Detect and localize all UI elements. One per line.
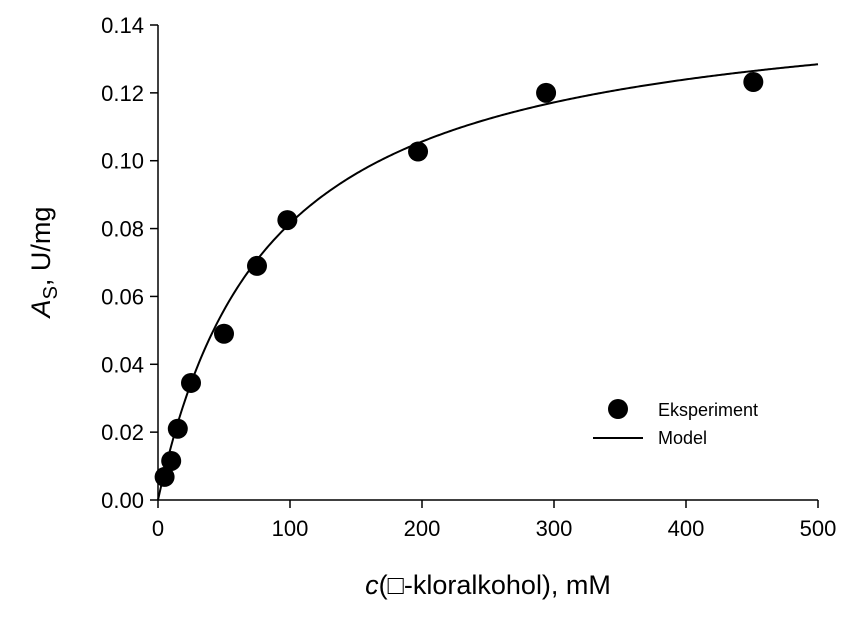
y-tick-label: 0.06 [101,284,144,309]
data-point [154,466,175,487]
experiment-points-group [154,72,764,487]
data-point [181,372,201,393]
y-tick-label: 0.10 [101,149,144,174]
x-tick-label: 0 [152,516,164,541]
model-curve [157,63,819,501]
plot-area [157,25,818,501]
y-tick-label: 0.04 [101,352,144,377]
legend-label-model: Model [658,428,707,448]
legend: Eksperiment Model [593,399,758,448]
data-point [536,82,557,103]
y-tick-label: 0.08 [101,217,144,242]
data-point [161,450,182,471]
x-tick-label: 300 [536,516,573,541]
data-point [277,210,298,231]
x-tick-label: 100 [272,516,309,541]
data-point [743,72,764,92]
data-point [408,141,429,162]
y-axis-title: AS, U/mg [26,207,62,320]
x-tick-label: 400 [668,516,705,541]
legend-marker-eksperiment [608,399,628,419]
data-point [214,323,234,344]
y-tick-label: 0.02 [101,420,144,445]
x-tick-label: 200 [404,516,441,541]
y-tick-label: 0.00 [101,488,144,513]
data-point [167,418,188,439]
data-point [247,255,267,276]
x-tick-label: 500 [800,516,837,541]
y-tick-label: 0.14 [101,13,144,38]
x-axis-title: c(□-kloralkohol), mM [365,570,611,600]
y-axis-ticks: 0.00 0.02 0.04 0.06 0.08 0.10 0.12 0.14 [101,13,158,513]
model-curve-group [157,63,819,501]
x-axis-ticks: 0 100 200 300 400 500 [152,500,836,541]
legend-label-eksperiment: Eksperiment [658,400,758,420]
y-tick-label: 0.12 [101,81,144,106]
